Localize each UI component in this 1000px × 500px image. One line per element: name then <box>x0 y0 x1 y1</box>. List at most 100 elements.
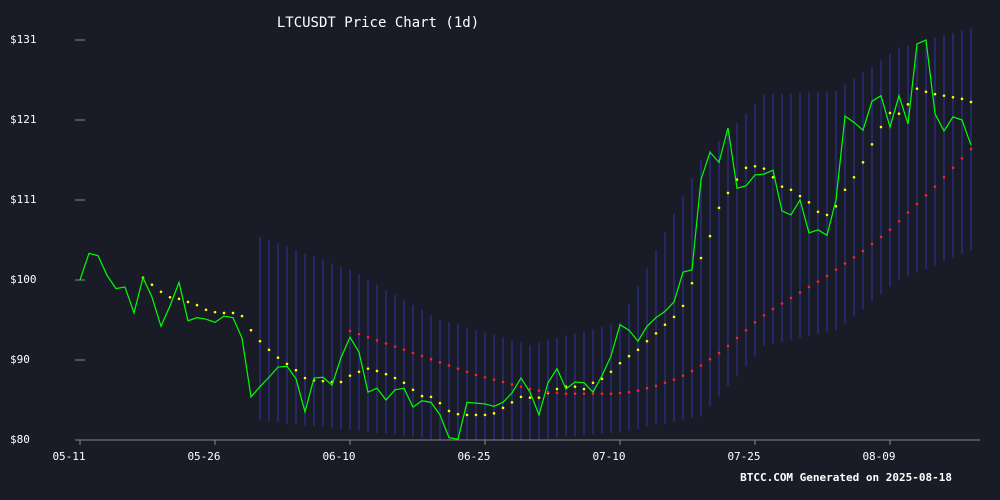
x-tick-label: 07-10 <box>592 450 625 463</box>
ma-dot <box>438 401 442 405</box>
ma-dot <box>537 396 541 399</box>
ma-dot <box>573 392 577 396</box>
ma-dot <box>690 369 694 373</box>
ma-dot <box>375 369 379 373</box>
ma-dot <box>789 188 793 192</box>
ma-dot <box>852 255 856 259</box>
ma-dot <box>204 308 208 312</box>
ma-dot <box>834 204 838 208</box>
ma-dot <box>636 348 640 352</box>
ma-dot <box>762 313 766 317</box>
ma-dot <box>933 185 937 188</box>
x-tick-label: 08-09 <box>862 450 895 463</box>
ma-dot <box>654 332 658 335</box>
ma-dot <box>645 386 649 390</box>
ma-dot <box>474 373 478 377</box>
ma-dot <box>465 413 469 417</box>
ma-dot <box>159 290 163 294</box>
ma-dot <box>690 281 694 285</box>
ma-dot <box>726 344 730 348</box>
ma-dot <box>591 381 595 385</box>
ma-dot <box>807 201 811 204</box>
ma-dot <box>456 412 460 416</box>
marks-group <box>79 39 973 440</box>
ma-dot <box>420 394 424 398</box>
ma-dot <box>798 291 802 294</box>
ma-dot <box>213 310 217 314</box>
x-tick-label: 06-10 <box>322 450 355 463</box>
ma-dot <box>186 300 190 304</box>
ma-dot <box>402 348 406 352</box>
ma-dot <box>825 213 829 217</box>
ma-dot <box>303 376 307 380</box>
ma-dot <box>861 161 865 164</box>
ma-dot <box>960 97 964 101</box>
ma-dot <box>708 357 712 361</box>
ma-dot <box>402 381 406 385</box>
ma-dot <box>447 364 451 367</box>
ma-dot <box>816 210 820 214</box>
ma-dot <box>717 351 721 355</box>
ma-dot <box>726 191 730 195</box>
ma-dot <box>483 375 487 379</box>
ma-dot <box>672 378 676 381</box>
ma-dot <box>348 374 352 377</box>
ma-dot <box>636 389 640 392</box>
ma-dot <box>816 280 820 283</box>
ma-dot <box>645 339 649 343</box>
ma-dot <box>411 351 415 355</box>
ma-dot <box>510 401 514 404</box>
x-tick-label: 06-25 <box>457 450 490 463</box>
ma-dot <box>510 383 514 386</box>
ma-dot <box>861 249 865 253</box>
ma-dot <box>618 361 622 365</box>
ma-dot <box>375 339 379 342</box>
ma-dot <box>465 370 469 374</box>
ma-dot <box>348 329 352 333</box>
axes-group: $80 $90 $100 $111 $121 $131 05-11 05-26 06-10 06-… <box>10 33 980 463</box>
ma-dot <box>951 95 955 99</box>
ma-dot <box>519 385 523 388</box>
ma-dot <box>933 92 937 96</box>
ma-dot <box>483 413 487 417</box>
ma-dot <box>321 379 325 383</box>
ma-dot <box>168 295 172 299</box>
ma-dot <box>906 211 910 214</box>
ma-dot <box>600 377 604 381</box>
ma-dot <box>285 362 289 366</box>
ma-dot <box>231 311 235 315</box>
ma-dot <box>744 328 748 332</box>
ma-dot <box>924 90 928 94</box>
y-tick-label: $121 <box>10 113 37 126</box>
band-group <box>259 28 972 440</box>
ma-dot <box>753 321 757 324</box>
ma-dot <box>195 303 199 307</box>
ma-dot <box>294 368 298 372</box>
ma-dot <box>771 307 775 311</box>
ma-dot <box>789 296 793 300</box>
ma-dot <box>564 392 568 396</box>
ma-dot <box>618 391 622 395</box>
ma-dot <box>753 164 757 168</box>
ma-dot <box>780 302 784 305</box>
ma-dot <box>654 384 658 388</box>
ma-dot <box>501 380 505 384</box>
ma-dot <box>834 268 838 272</box>
ma-dot <box>960 157 964 160</box>
ma-dot <box>825 274 829 278</box>
y-tick-label: $100 <box>10 273 37 286</box>
ma-dot <box>699 256 703 260</box>
ma-dot <box>681 304 685 308</box>
ma-dot <box>393 376 397 380</box>
ma-dot <box>546 390 550 394</box>
ma-dot <box>591 392 595 396</box>
ma-dot <box>888 228 892 232</box>
ma-dot <box>420 354 424 358</box>
y-tick-label: $111 <box>10 193 37 206</box>
ma-dot <box>357 370 361 374</box>
ma-dot <box>807 285 811 289</box>
ma-dot <box>528 396 532 399</box>
y-tick-label: $90 <box>10 353 30 366</box>
